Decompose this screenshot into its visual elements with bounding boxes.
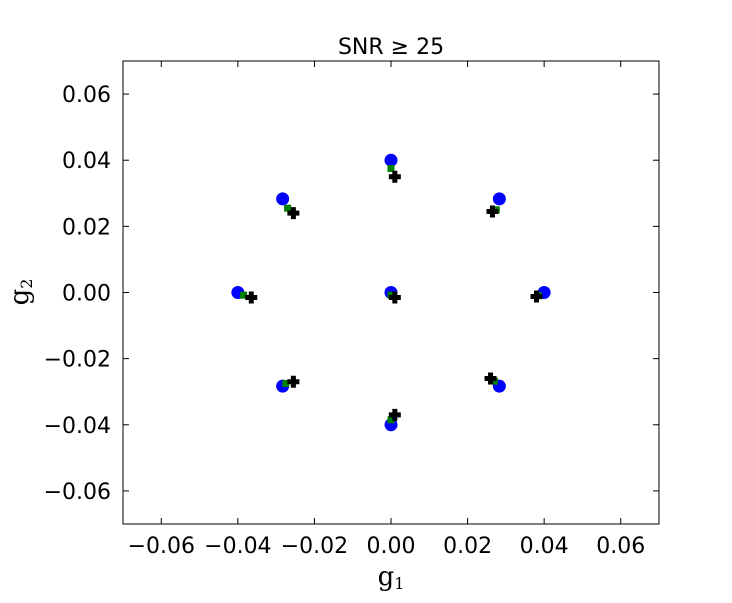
y-tick-label: −0.04	[44, 414, 111, 439]
point-square	[282, 379, 290, 387]
axis-ticks: −0.06 −0.04 −0.02 0.00 0.02 0.04 0.06 −0.06 −0.0…	[44, 61, 659, 559]
point-circle	[276, 192, 290, 206]
x-tick-label: 0.00	[367, 534, 416, 559]
plot-frame	[122, 60, 660, 525]
y-tick-label: 0.00	[62, 282, 111, 307]
point-circle	[384, 153, 398, 167]
point-plus	[388, 408, 401, 421]
data-marks	[231, 153, 551, 432]
point-square	[240, 291, 248, 299]
point-plus	[245, 291, 258, 304]
point-plus	[388, 291, 401, 304]
chart-title: SNR ≥ 25	[338, 35, 444, 60]
y-tick-label: 0.06	[62, 83, 111, 108]
y-axis-label: g2	[5, 279, 36, 306]
y-tick-label: 0.02	[62, 215, 111, 240]
point-plus	[484, 372, 497, 385]
x-tick-label: −0.06	[128, 534, 195, 559]
x-axis-label-base: g	[378, 562, 395, 592]
point-plus	[530, 290, 543, 303]
y-axis-label-base: g	[5, 289, 35, 306]
x-tick-label: −0.04	[204, 534, 271, 559]
point-square	[387, 416, 395, 424]
point-square	[490, 377, 498, 385]
point-square	[284, 204, 292, 212]
x-axis-label: g1	[378, 562, 405, 593]
point-plus	[486, 205, 499, 218]
point-square	[387, 164, 395, 172]
point-plus	[388, 170, 401, 183]
point-plus	[287, 375, 300, 388]
y-tick-label: −0.06	[44, 480, 111, 505]
x-tick-label: 0.02	[443, 534, 492, 559]
point-plus	[287, 207, 300, 220]
x-tick-label: 0.04	[520, 534, 569, 559]
x-tick-label: −0.02	[281, 534, 348, 559]
y-axis-label-sub: 2	[17, 279, 36, 289]
y-tick-label: 0.04	[62, 149, 111, 174]
x-axis-label-sub: 1	[394, 574, 404, 593]
y-tick-label: −0.02	[44, 348, 111, 373]
point-circle	[492, 192, 506, 206]
x-tick-label: 0.06	[596, 534, 645, 559]
